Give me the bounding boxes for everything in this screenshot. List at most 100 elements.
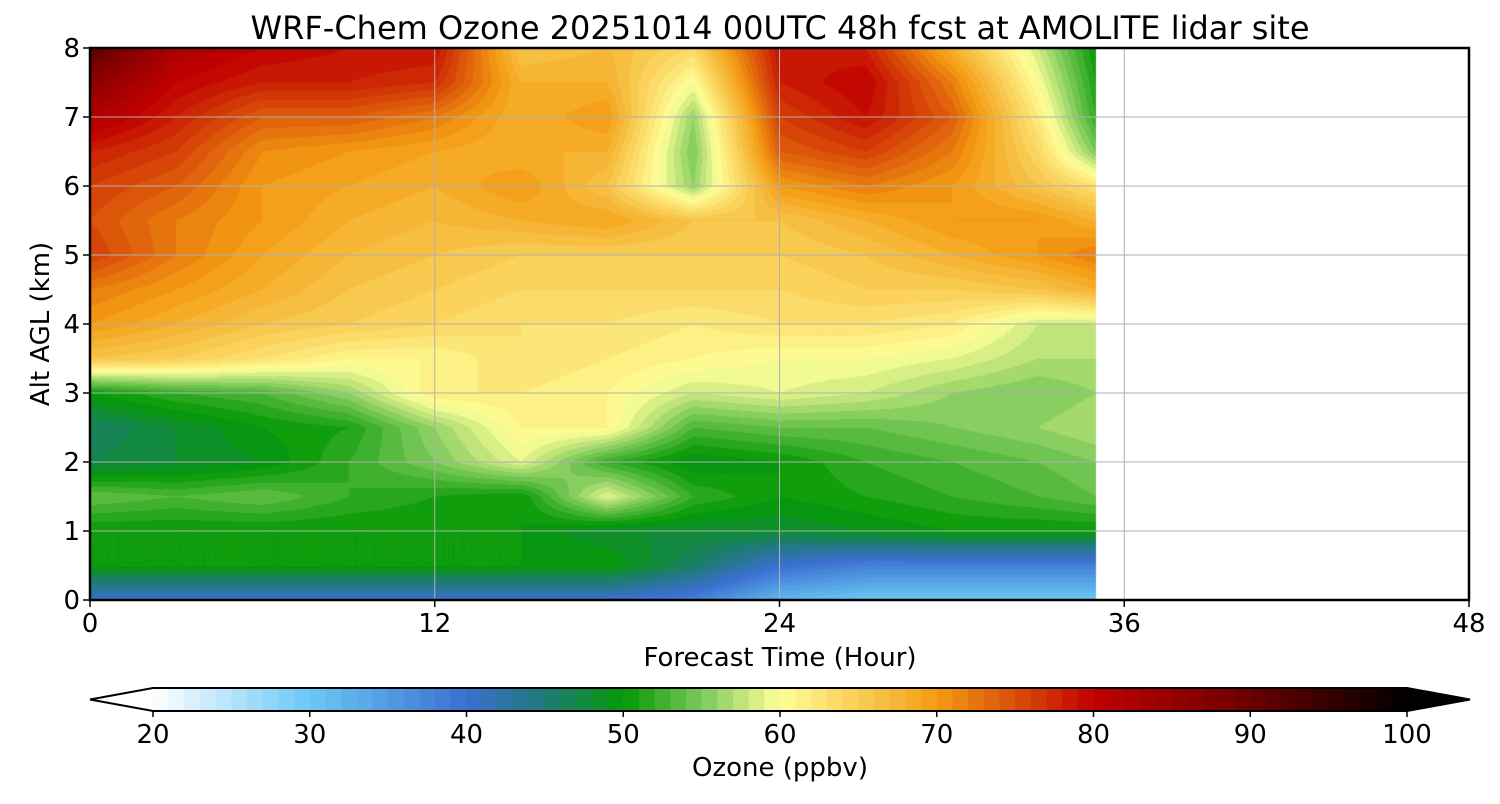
- colorbar-cell-79: [1391, 688, 1408, 711]
- colorbar-cell-52: [968, 688, 985, 711]
- colorbar-cell-36: [717, 688, 734, 711]
- colorbar-cell-32: [654, 688, 671, 711]
- colorbar-tick-label-3: 50: [607, 720, 640, 750]
- colorbar-cell-64: [1156, 688, 1173, 711]
- colorbar-cell-53: [983, 688, 1001, 711]
- grid-lines: [90, 48, 1469, 600]
- x-tick-label-1: 12: [418, 609, 451, 639]
- colorbar-cell-42: [811, 688, 828, 711]
- colorbar-cell-0: [153, 688, 170, 711]
- colorbar-cell-26: [560, 688, 577, 711]
- colorbar-cell-3: [200, 688, 217, 711]
- colorbar-cell-11: [325, 688, 342, 711]
- colorbar-cell-6: [247, 688, 264, 711]
- colorbar-cell-14: [372, 688, 389, 711]
- y-tick-label-5: 5: [63, 241, 80, 271]
- y-axis-ticks: 0 1 2 3 4 5 6 7 8: [63, 34, 90, 616]
- colorbar-cell-75: [1328, 688, 1345, 711]
- colorbar-cell-16: [403, 688, 421, 711]
- colorbar-cell-68: [1218, 688, 1236, 711]
- colorbar-tick-label-5: 70: [920, 720, 953, 750]
- chart-title: WRF-Chem Ozone 20251014 00UTC 48h fcst a…: [250, 9, 1309, 47]
- colorbar-cell-69: [1234, 688, 1251, 711]
- colorbar-tick-label-8: 100: [1382, 720, 1432, 750]
- colorbar-cell-4: [215, 688, 232, 711]
- colorbar-cell-35: [701, 688, 718, 711]
- colorbar-under-triangle: [90, 688, 153, 711]
- colorbar-cell-55: [1015, 688, 1032, 711]
- colorbar-cell-39: [764, 688, 781, 711]
- colorbar-cell-19: [450, 688, 468, 711]
- colorbar-cells: [153, 688, 1408, 711]
- colorbar-cell-40: [780, 688, 797, 711]
- y-tick-label-6: 6: [63, 172, 80, 202]
- colorbar-cell-22: [497, 688, 515, 711]
- colorbar-cell-13: [356, 688, 374, 711]
- x-tick-label-3: 36: [1108, 609, 1141, 639]
- colorbar-cell-15: [388, 688, 405, 711]
- colorbar-cell-65: [1171, 688, 1189, 711]
- colorbar-over-triangle: [1407, 688, 1470, 711]
- colorbar-cell-60: [1093, 688, 1110, 711]
- colorbar-cell-1: [168, 688, 185, 711]
- colorbar-cell-73: [1297, 688, 1314, 711]
- colorbar-cell-30: [623, 688, 640, 711]
- colorbar-cell-48: [905, 688, 922, 711]
- x-tick-label-0: 0: [82, 609, 99, 639]
- colorbar-cell-58: [1062, 688, 1079, 711]
- colorbar-cell-66: [1187, 688, 1204, 711]
- colorbar-cell-54: [999, 688, 1016, 711]
- colorbar-cell-21: [482, 688, 499, 711]
- colorbar-cell-49: [921, 688, 938, 711]
- colorbar-cell-23: [513, 688, 530, 711]
- colorbar-cell-44: [842, 688, 859, 711]
- colorbar-cell-31: [638, 688, 656, 711]
- colorbar-cell-70: [1250, 688, 1267, 711]
- x-tick-label-2: 24: [763, 609, 796, 639]
- colorbar-cell-24: [529, 688, 546, 711]
- colorbar-ticks: 20 30 40 50 60 70 80 90 100: [136, 711, 1432, 750]
- colorbar-cell-10: [309, 688, 327, 711]
- colorbar-tick-label-6: 80: [1077, 720, 1110, 750]
- colorbar-cell-18: [435, 688, 452, 711]
- colorbar-cell-62: [1124, 688, 1142, 711]
- colorbar-cell-77: [1359, 688, 1377, 711]
- colorbar-cell-27: [576, 688, 593, 711]
- colorbar-tick-label-1: 30: [293, 720, 326, 750]
- colorbar-cell-12: [341, 688, 358, 711]
- colorbar-cell-9: [294, 688, 311, 711]
- colorbar-cell-63: [1140, 688, 1157, 711]
- colorbar-tick-label-4: 60: [763, 720, 796, 750]
- colorbar-cell-57: [1046, 688, 1063, 711]
- colorbar-tick-label-0: 20: [136, 720, 169, 750]
- x-tick-label-4: 48: [1452, 609, 1485, 639]
- colorbar-cell-46: [874, 688, 891, 711]
- colorbar-cell-67: [1203, 688, 1220, 711]
- colorbar-cell-51: [952, 688, 969, 711]
- colorbar-tick-label-2: 40: [450, 720, 483, 750]
- y-tick-label-2: 2: [63, 448, 80, 478]
- colorbar-cell-28: [591, 688, 609, 711]
- colorbar-cell-56: [1030, 688, 1048, 711]
- y-tick-label-4: 4: [63, 310, 80, 340]
- colorbar-cell-5: [231, 688, 248, 711]
- colorbar-cell-59: [1077, 688, 1095, 711]
- colorbar-cell-34: [685, 688, 703, 711]
- colorbar-cell-20: [466, 688, 483, 711]
- colorbar-cell-41: [795, 688, 812, 711]
- colorbar-cell-76: [1344, 688, 1361, 711]
- colorbar-cell-38: [748, 688, 765, 711]
- colorbar-cell-37: [732, 688, 750, 711]
- y-tick-label-8: 8: [63, 34, 80, 64]
- colorbar: 20 30 40 50 60 70 80 90 100 Ozone (ppbv): [89, 687, 1471, 783]
- x-axis-ticks: 0 12 24 36 48: [82, 600, 1486, 639]
- colorbar-cell-74: [1312, 688, 1330, 711]
- y-tick-label-3: 3: [63, 379, 80, 409]
- colorbar-label: Ozone (ppbv): [692, 753, 868, 783]
- colorbar-cell-45: [858, 688, 875, 711]
- colorbar-cell-71: [1265, 688, 1283, 711]
- colorbar-cell-17: [419, 688, 436, 711]
- colorbar-tick-label-7: 90: [1234, 720, 1267, 750]
- colorbar-cell-7: [262, 688, 279, 711]
- colorbar-cell-78: [1375, 688, 1392, 711]
